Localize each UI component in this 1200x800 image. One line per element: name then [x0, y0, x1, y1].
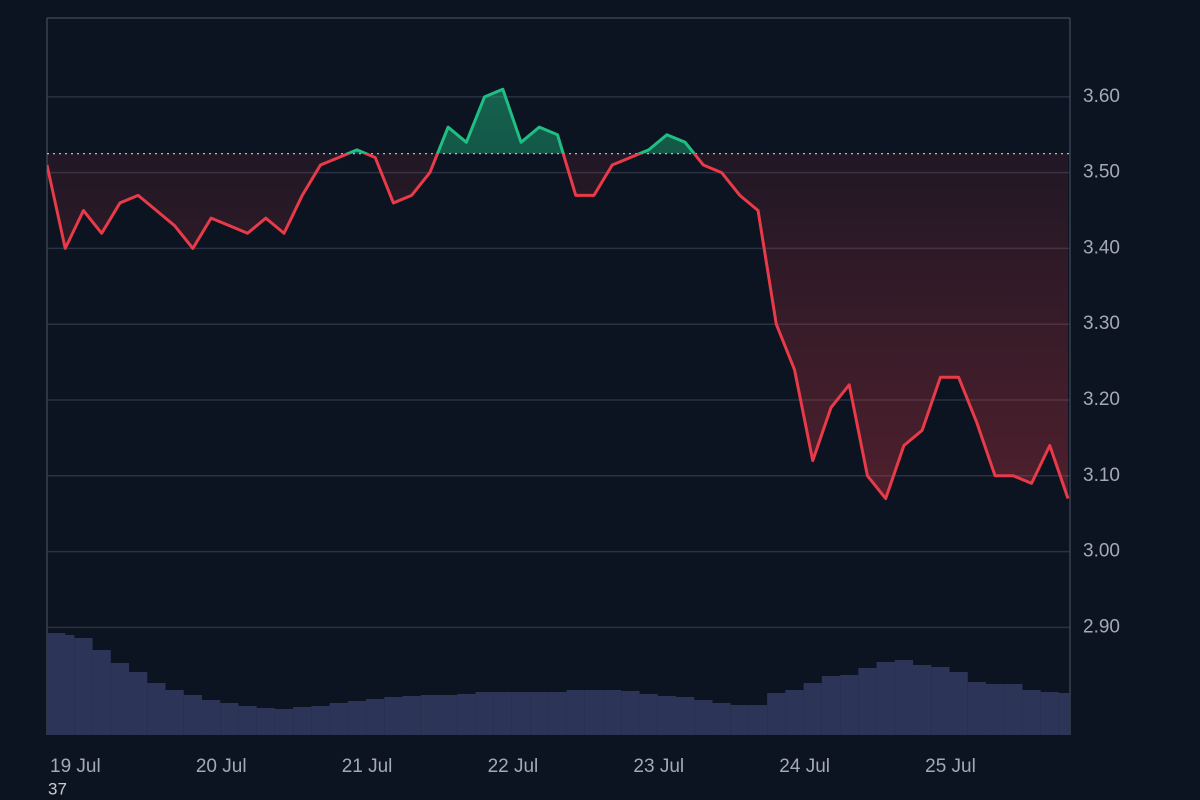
- volume-bar: [803, 683, 822, 735]
- volume-bar: [894, 660, 914, 735]
- y-tick-label: 2.90: [1083, 616, 1120, 637]
- volume-bar: [92, 650, 111, 735]
- volume-bar: [201, 700, 221, 735]
- area-below: [47, 153, 1068, 499]
- volume-bar: [1040, 692, 1059, 735]
- x-tick-label: 24 Jul: [779, 756, 830, 777]
- price-line: [47, 153, 1070, 501]
- price-line: [343, 87, 697, 154]
- x-tick-label: 25 Jul: [925, 756, 976, 777]
- volume-bar: [785, 690, 804, 735]
- volume-bar: [183, 695, 202, 735]
- volume-bar: [74, 638, 93, 735]
- volume-bar: [147, 683, 166, 735]
- volume-bar: [347, 701, 367, 735]
- y-tick-label: 3.60: [1083, 86, 1120, 107]
- volume-bar: [530, 692, 549, 735]
- volume-bar: [858, 668, 877, 735]
- volume-bar: [676, 697, 695, 735]
- volume-bar: [821, 676, 841, 735]
- x-tick-label: 23 Jul: [633, 756, 684, 777]
- volume-bar: [238, 706, 257, 735]
- volume-bar: [694, 700, 713, 735]
- note: 37: [48, 779, 67, 798]
- volume-bar: [129, 672, 148, 735]
- volume-bar: [876, 662, 895, 735]
- x-tick-label: 22 Jul: [488, 756, 539, 777]
- y-tick-label: 3.10: [1083, 465, 1120, 486]
- volume-bar: [110, 663, 130, 735]
- volume-bar: [56, 635, 75, 735]
- volume-bar: [1022, 690, 1041, 735]
- volume-bar: [311, 706, 330, 735]
- volume-bar: [584, 690, 604, 735]
- volume-bar: [840, 675, 859, 735]
- volume-bar: [274, 709, 294, 735]
- volume-bar: [1004, 684, 1023, 735]
- volume-bar: [566, 690, 585, 735]
- y-tick-label: 3.50: [1083, 162, 1120, 183]
- y-tick-label: 3.40: [1083, 237, 1120, 258]
- y-tick-label: 3.00: [1083, 541, 1120, 562]
- x-tick-label: 20 Jul: [196, 756, 247, 777]
- volume-bar: [1058, 693, 1070, 735]
- volume-bar: [913, 665, 932, 735]
- volume-bar: [220, 703, 239, 735]
- y-tick-label: 3.20: [1083, 389, 1120, 410]
- y-tick-label: 3.30: [1083, 313, 1120, 334]
- volume-bar: [493, 692, 512, 735]
- volume-bar: [931, 667, 950, 735]
- area-above: [47, 89, 1068, 154]
- volume-bar: [165, 690, 184, 735]
- volume-bar: [402, 696, 421, 735]
- volume-bar: [657, 696, 677, 735]
- volume-bar: [256, 708, 275, 735]
- volume-bar: [603, 690, 622, 735]
- volume-bar: [420, 695, 439, 735]
- volume-bar: [712, 703, 731, 735]
- volume-bar: [293, 707, 312, 735]
- volume-bar: [366, 699, 385, 735]
- volume-bar: [730, 705, 749, 735]
- x-tick-label: 21 Jul: [342, 756, 393, 777]
- volume-bar: [548, 692, 567, 735]
- volume-bar: [748, 705, 768, 735]
- volume-bar: [639, 694, 658, 735]
- volume-bar: [967, 682, 986, 735]
- volume-bar: [621, 691, 640, 735]
- volume-bar: [949, 672, 968, 735]
- volume-bar: [384, 697, 403, 735]
- volume-bar: [329, 703, 348, 735]
- x-tick-label: 19 Jul: [50, 756, 101, 777]
- volume-bar: [511, 692, 531, 735]
- volume-bar: [457, 694, 476, 735]
- volume-bar: [475, 692, 494, 735]
- volume-bar: [985, 684, 1005, 735]
- volume-bar: [438, 695, 458, 735]
- volume-bar: [767, 693, 786, 735]
